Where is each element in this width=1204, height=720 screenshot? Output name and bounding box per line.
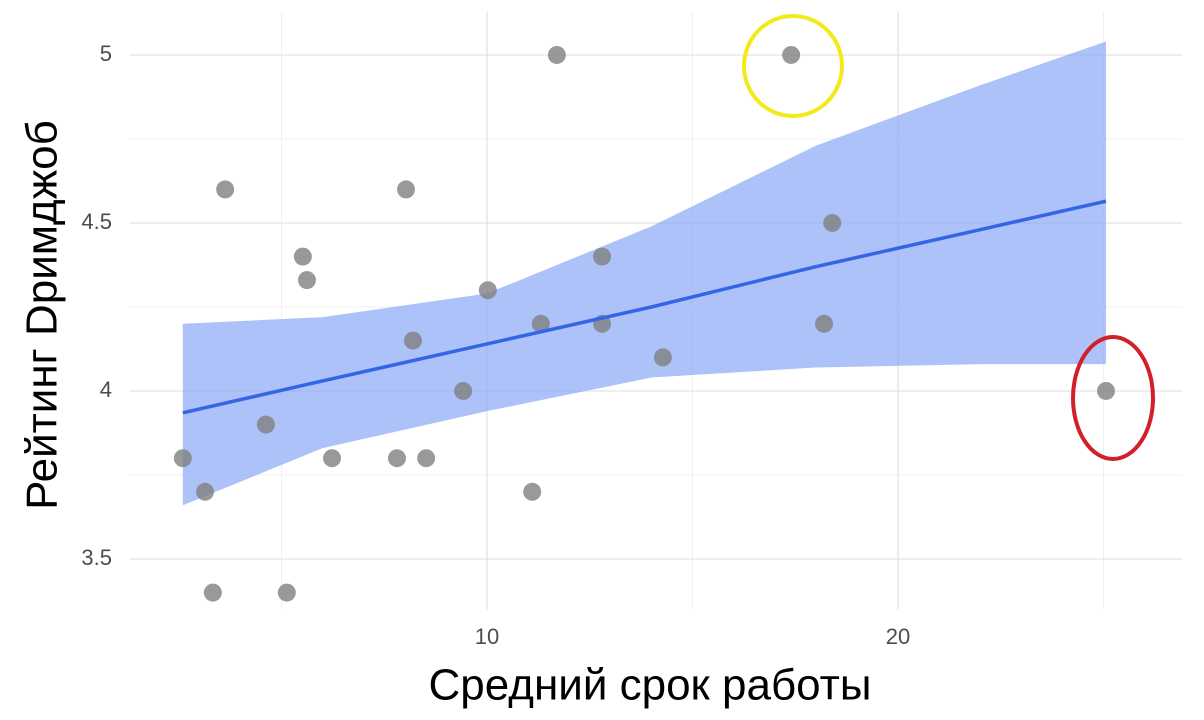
point	[815, 314, 834, 333]
y-tick-label: 4	[100, 377, 112, 402]
x-tick-label: 20	[886, 624, 910, 649]
point	[404, 331, 423, 350]
point	[256, 415, 275, 434]
x-axis-title: Средний срок работы	[429, 661, 872, 710]
point	[196, 482, 215, 501]
point	[454, 381, 473, 400]
point	[1096, 381, 1115, 400]
point	[782, 45, 801, 64]
point	[523, 482, 542, 501]
point	[387, 449, 406, 468]
point	[323, 449, 342, 468]
point	[397, 180, 416, 199]
y-tick-label: 3.5	[81, 545, 112, 570]
point	[653, 348, 672, 367]
y-tick-label: 5	[100, 41, 112, 66]
point	[293, 247, 312, 266]
y-axis-title: Рейтинг Dримджоб	[18, 120, 67, 510]
point	[203, 583, 222, 602]
point	[417, 449, 436, 468]
point	[823, 213, 842, 232]
point	[547, 45, 566, 64]
point	[297, 271, 316, 290]
highlight-ellipse	[1071, 335, 1155, 461]
point	[593, 247, 612, 266]
point	[277, 583, 296, 602]
point	[531, 314, 550, 333]
highlight-ellipse	[742, 14, 844, 118]
trend-line	[182, 199, 1107, 415]
x-tick-label: 10	[475, 624, 499, 649]
point	[173, 449, 192, 468]
point	[478, 281, 497, 300]
y-tick-label: 4.5	[81, 209, 112, 234]
confidence-band	[182, 41, 1106, 506]
point	[216, 180, 235, 199]
